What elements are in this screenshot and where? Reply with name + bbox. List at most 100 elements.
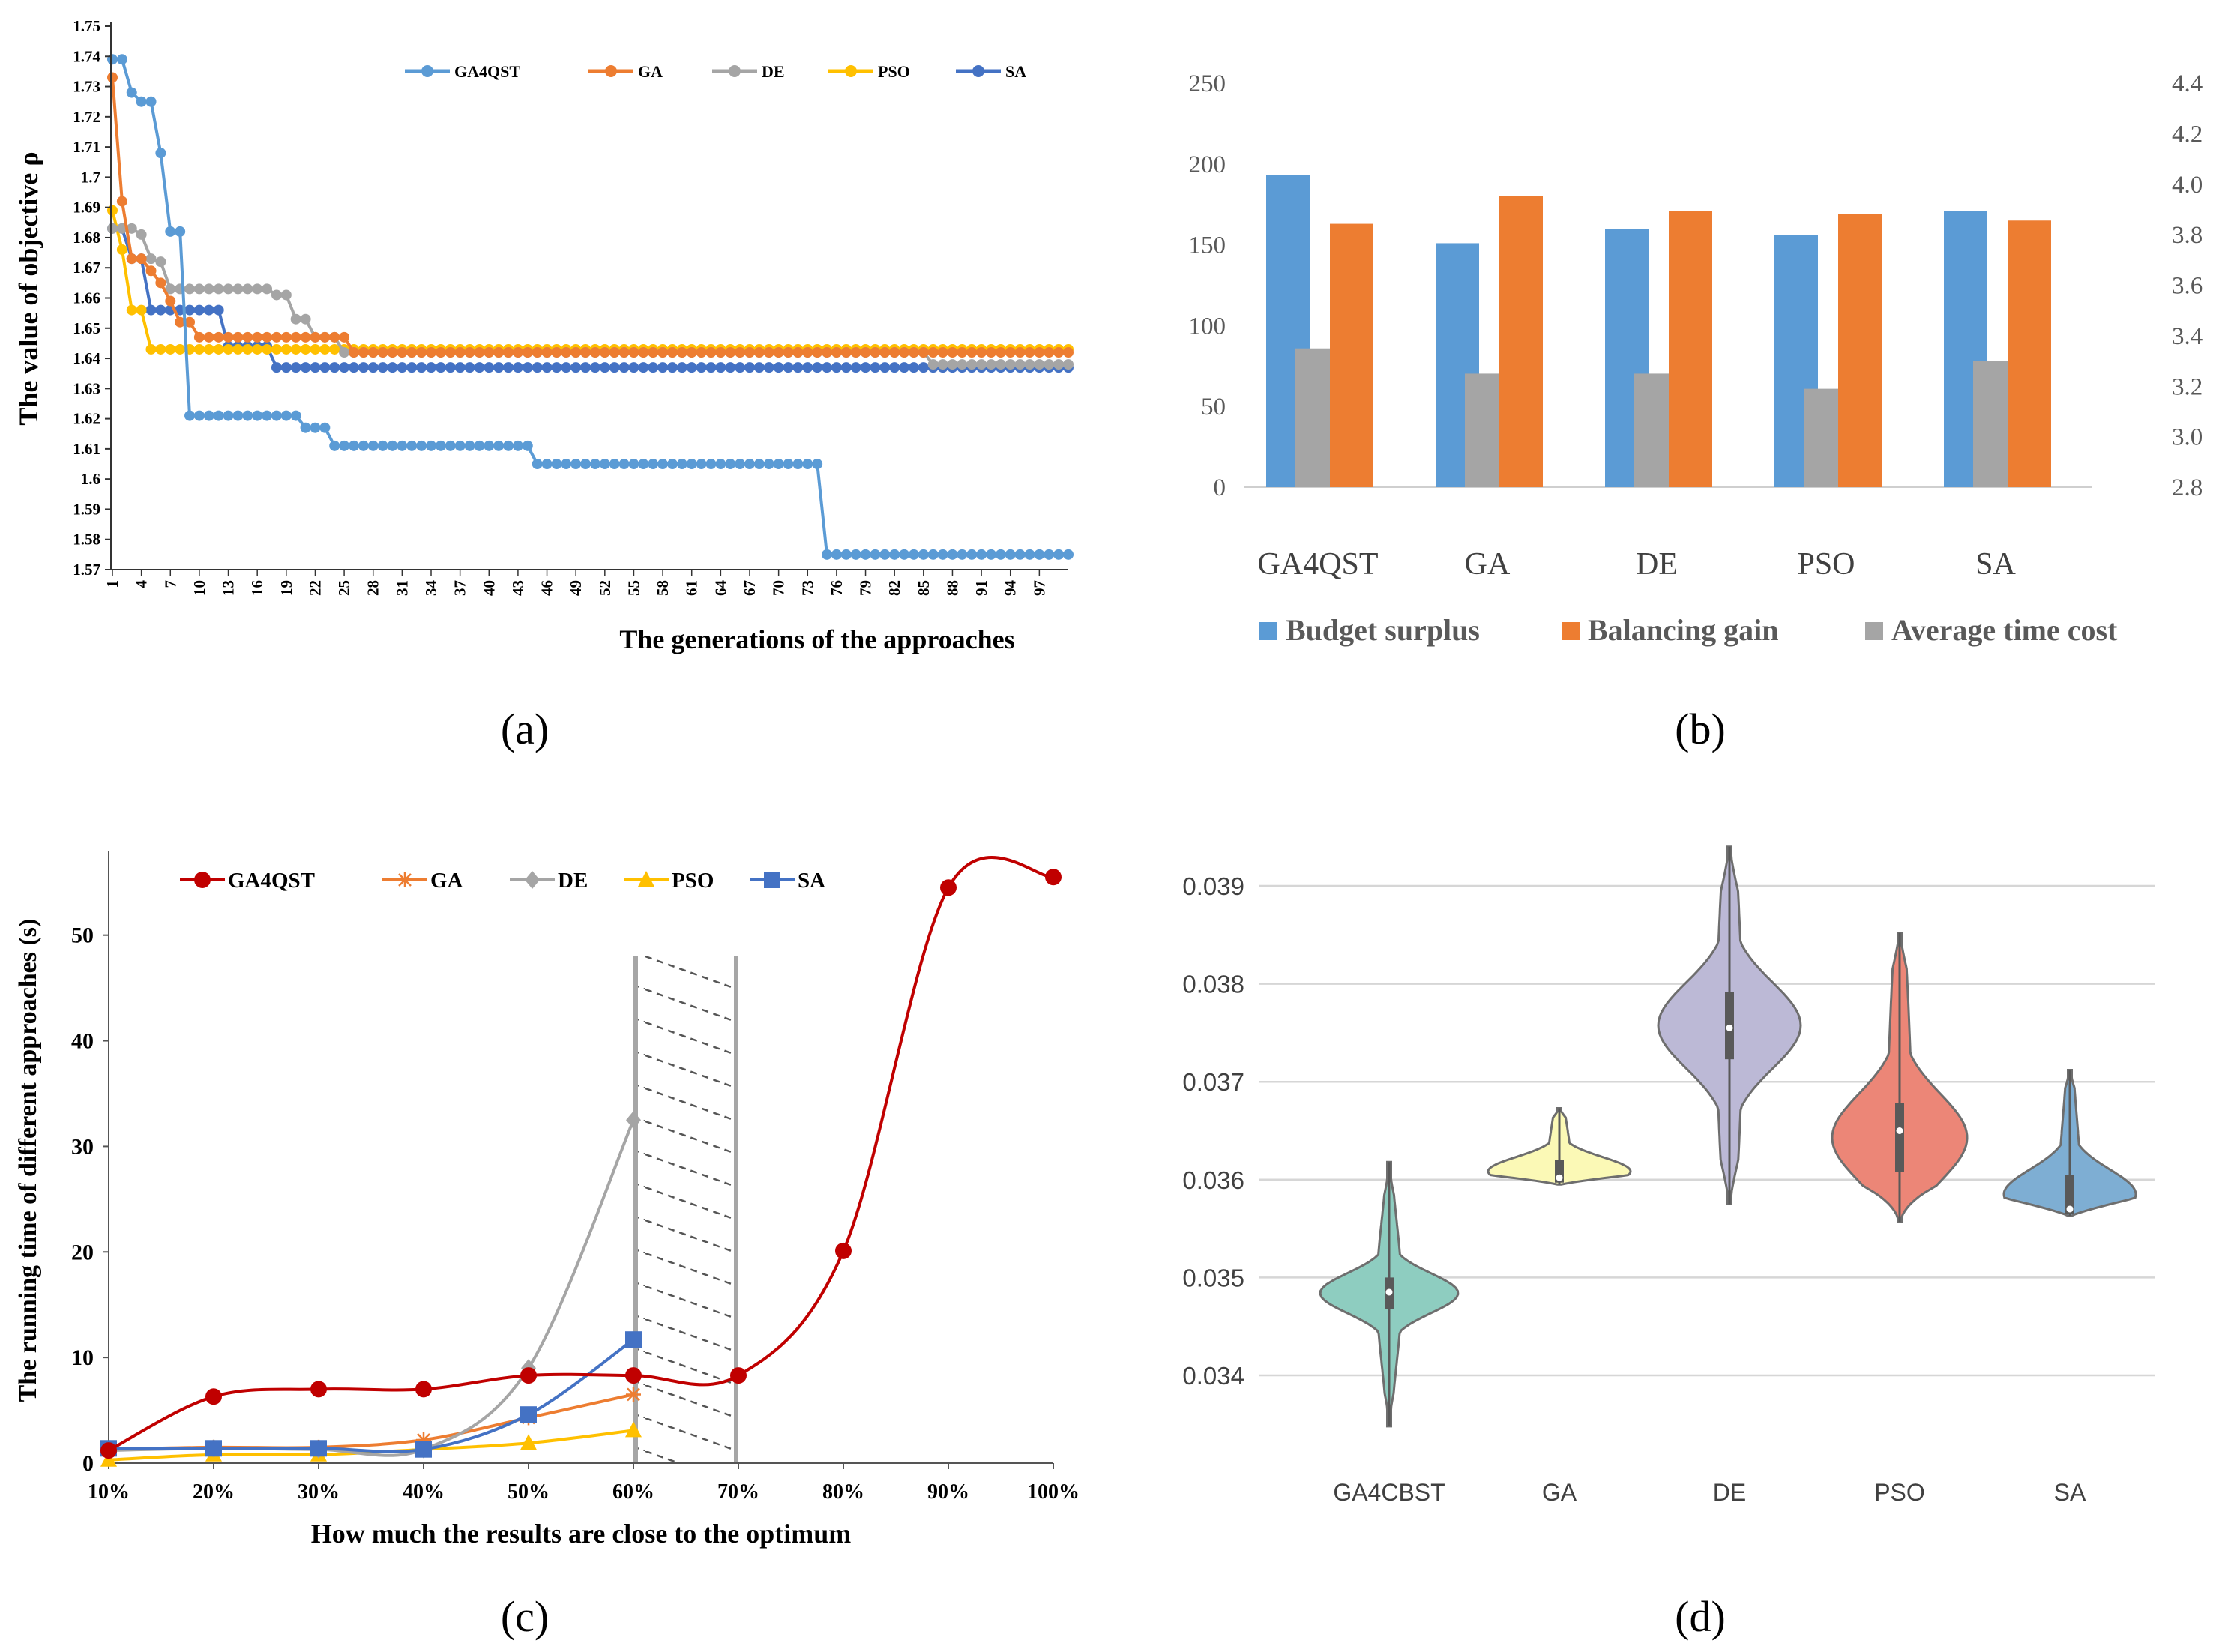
panel-a-point-sa xyxy=(406,362,418,373)
panel-a-point-de xyxy=(165,283,176,295)
panel-a-point-ga4qst xyxy=(454,440,466,451)
panel-a-x-tick-label: 25 xyxy=(335,580,353,596)
panel-a-point-sa xyxy=(454,362,466,373)
panel-a-point-ga xyxy=(165,295,176,307)
panel-a-point-ga xyxy=(947,347,958,358)
panel-a-x-tick-label: 13 xyxy=(220,580,238,596)
panel-a-point-ga4qst xyxy=(445,440,456,451)
panel-c-marker-stroke xyxy=(398,873,412,887)
panel-a-point-ga xyxy=(638,347,649,358)
panel-c-point-ga xyxy=(626,1387,641,1402)
panel-c-caption: (c) xyxy=(501,1592,549,1641)
panel-a-point-ga4qst xyxy=(686,459,697,470)
panel-c-series-ga4qst xyxy=(100,856,1062,1459)
panel-a-y-tick-label: 1.69 xyxy=(73,199,100,217)
panel-a-y-tick-label: 1.71 xyxy=(73,138,100,156)
panel-a-point-ga4qst xyxy=(1014,549,1026,560)
panel-a-y-tick-label: 1.7 xyxy=(81,168,100,186)
panel-c-y-tick-label: 30 xyxy=(71,1134,94,1159)
panel-a-point-pso xyxy=(271,343,282,355)
panel-a-point-sa xyxy=(686,362,697,373)
panel-c-band-edge xyxy=(734,956,738,1463)
panel-c-x-tick-label: 10% xyxy=(88,1480,130,1504)
panel-c-point-ga4qst xyxy=(520,1367,537,1384)
panel-a-point-ga4qst xyxy=(367,440,379,451)
panel-a-point-ga4qst xyxy=(532,459,543,470)
panel-a-point-de xyxy=(927,359,939,370)
panel-a-point-sa xyxy=(580,362,591,373)
panel-d-median xyxy=(1726,1024,1733,1031)
panel-a-point-de xyxy=(957,359,968,370)
panel-a-legend: GA4QST GA DE PSO SA xyxy=(405,62,1026,81)
panel-a-point-de xyxy=(271,289,282,301)
panel-a-point-de xyxy=(1053,359,1065,370)
panel-c-legend-marker xyxy=(525,871,540,889)
panel-d-median xyxy=(1556,1174,1563,1181)
panel-a-point-de xyxy=(966,359,978,370)
panel-a-point-ga4qst xyxy=(744,459,755,470)
panel-a-point-pso xyxy=(300,343,311,355)
panel-a-point-sa xyxy=(561,362,572,373)
panel-a-legend-marker xyxy=(972,65,984,77)
panel-c-x-tick-label: 100% xyxy=(1027,1480,1080,1504)
panel-a-point-ga xyxy=(1024,347,1035,358)
panel-a-point-de xyxy=(1014,359,1026,370)
panel-a-y-tick-label: 1.63 xyxy=(73,379,100,397)
panel-a-point-ga xyxy=(609,347,620,358)
panel-a-point-ga xyxy=(310,331,321,343)
panel-a-point-ga xyxy=(300,331,311,343)
panel-a-point-de xyxy=(213,283,224,295)
panel-a-point-ga4qst xyxy=(280,410,292,421)
panel-a-point-sa xyxy=(840,362,852,373)
panel-b-legend: Budget surplus Balancing gain Average time… xyxy=(1259,613,2118,647)
panel-a-point-ga4qst xyxy=(262,410,273,421)
panel-a-point-ga4qst xyxy=(551,459,562,470)
panel-c-x-tick-label: 80% xyxy=(822,1480,864,1504)
panel-a-point-ga4qst xyxy=(1053,549,1065,560)
panel-d-y-tick-label: 0.035 xyxy=(1182,1264,1244,1291)
panel-a-point-ga4qst xyxy=(503,440,514,451)
panel-a-point-sa xyxy=(203,304,214,316)
panel-a-point-ga xyxy=(657,347,669,358)
panel-a-point-sa xyxy=(445,362,456,373)
panel-a-point-pso xyxy=(116,244,127,256)
panel-a-point-ga xyxy=(1005,347,1016,358)
panel-a-point-ga4qst xyxy=(271,410,282,421)
panel-a-legend-label: SA xyxy=(1005,62,1026,81)
panel-a-point-ga xyxy=(213,331,224,343)
panel-c-series-de xyxy=(101,1111,641,1460)
panel-a-x-tick-label: 67 xyxy=(741,580,759,596)
panel-a-x-tick-label: 82 xyxy=(885,580,903,596)
panel-a-point-pso xyxy=(319,343,331,355)
panel-c-y-tick-label: 20 xyxy=(71,1240,94,1264)
panel-a-point-de xyxy=(145,253,157,265)
panel-a-point-ga xyxy=(792,347,804,358)
panel-a-point-de xyxy=(242,283,253,295)
panel-d-chart: 0.034 0.035 0.036 0.037 0.038 0.039 GA4CBST GA… xyxy=(1182,845,2155,1641)
panel-a-point-de xyxy=(155,256,166,268)
panel-b-legend-item-average-time-cost: Average time cost xyxy=(1865,613,2118,647)
panel-a-point-sa xyxy=(899,362,910,373)
panel-a-point-de xyxy=(947,359,958,370)
panel-b-bar-average-time-cost xyxy=(1295,348,1331,487)
panel-c-legend-label: GA4QST xyxy=(228,869,315,893)
panel-a-line-pso xyxy=(111,210,1068,351)
panel-a-point-ga xyxy=(339,331,350,343)
panel-d-category-label: GA xyxy=(1542,1479,1577,1506)
panel-a-ylabel: The value of objective ρ xyxy=(13,151,43,425)
panel-a-point-ga4qst xyxy=(599,459,610,470)
panel-a-point-pso xyxy=(155,343,166,355)
panel-d-median xyxy=(2066,1205,2074,1213)
panel-a-point-ga4qst xyxy=(957,549,968,560)
panel-c-point-de xyxy=(626,1111,641,1130)
panel-a-point-ga4qst xyxy=(850,549,861,560)
panel-a-point-ga4qst xyxy=(570,459,582,470)
panel-a-point-ga4qst xyxy=(165,226,176,237)
panel-a-x-tick-label: 28 xyxy=(364,580,382,596)
panel-a-point-ga4qst xyxy=(995,549,1006,560)
panel-b-y-right-tick-label: 4.0 xyxy=(2172,172,2203,199)
panel-c-x-tick-label: 90% xyxy=(927,1480,969,1504)
panel-a-point-ga xyxy=(850,347,861,358)
panel-a-point-sa xyxy=(657,362,669,373)
panel-a-point-ga xyxy=(966,347,978,358)
